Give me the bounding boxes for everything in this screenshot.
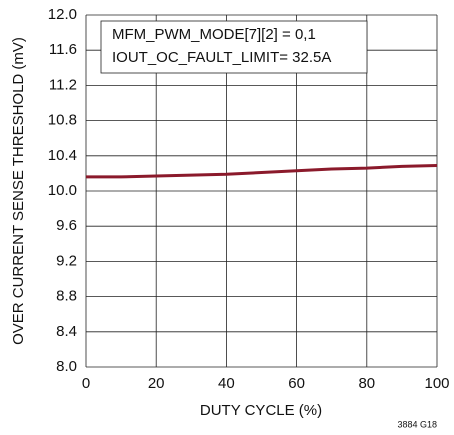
x-tick-label: 20 — [148, 375, 165, 392]
x-tick-label: 60 — [288, 375, 305, 392]
data-line — [86, 163, 438, 179]
y-tick-label: 9.6 — [56, 217, 77, 234]
annotation-box — [100, 20, 368, 74]
y-tick-label: 10.8 — [48, 112, 77, 129]
x-tick-label: 0 — [82, 375, 90, 392]
y-tick-label: 11.2 — [49, 76, 77, 93]
y-tick-label: 8.4 — [56, 323, 77, 340]
x-tick-label: 80 — [358, 375, 375, 392]
footnote: 3884 G18 — [397, 419, 437, 429]
x-axis-label: DUTY CYCLE (%) — [200, 402, 322, 419]
y-tick-label: 10.4 — [48, 147, 77, 164]
y-tick-label: 9.2 — [56, 252, 77, 269]
y-tick-label: 8.0 — [56, 358, 77, 375]
x-tick-label: 40 — [218, 375, 235, 392]
y-tick-label: 8.8 — [56, 288, 77, 305]
annotation: MFM_PWM_MODE[7][2] = 0,1 — [112, 26, 316, 43]
grid — [85, 14, 438, 368]
annotation: IOUT_OC_FAULT_LIMIT= 32.5A — [112, 49, 331, 66]
y-tick-label: 12.0 — [48, 6, 77, 23]
y-tick-label: 10.0 — [48, 182, 77, 199]
y-tick-label: 11.6 — [49, 41, 77, 58]
x-tick-label: 100 — [424, 375, 449, 392]
y-axis-label: OVER CURRENT SENSE THRESHOLD (mV) — [10, 37, 27, 345]
